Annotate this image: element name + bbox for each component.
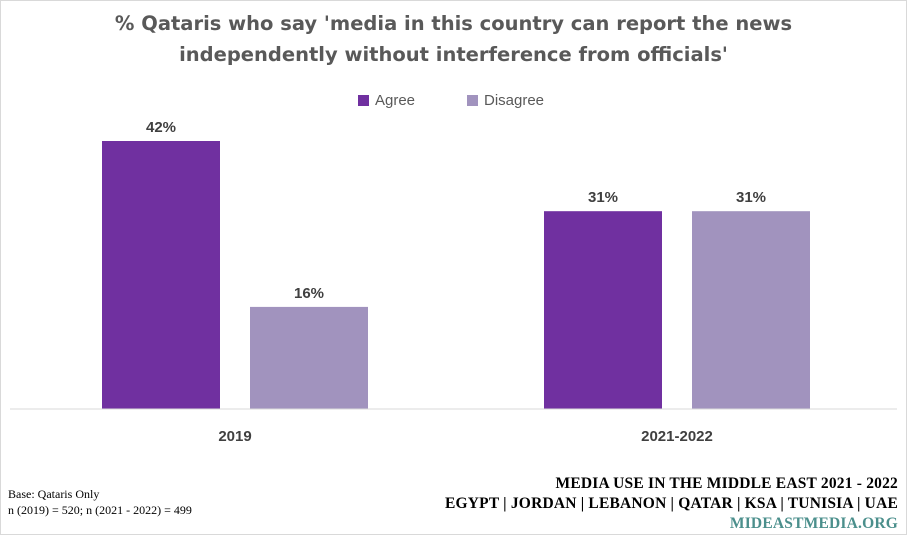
base-footnote-line-2: n (2019) = 520; n (2021 - 2022) = 499 [8, 503, 192, 517]
legend-item-agree: Agree [358, 92, 415, 109]
chart-title-line-1: % Qataris who say 'media in this country… [114, 12, 793, 35]
chart-legend: Agree Disagree [0, 92, 907, 112]
branding-url: MIDEASTMEDIA.ORG [729, 515, 898, 532]
branding-block: MEDIA USE IN THE MIDDLE EAST 2021 - 2022… [445, 474, 898, 534]
data-label-disagree-2021-2022: 31% [736, 189, 766, 206]
bar-disagree-2019 [250, 306, 368, 409]
x-tick-label-2021-2022: 2021-2022 [641, 428, 713, 445]
chart-title-line-2: independently without interference from … [179, 43, 728, 66]
bar-agree-2019 [102, 141, 220, 409]
bar-disagree-2021-2022 [692, 211, 810, 409]
chart-title: % Qataris who say 'media in this country… [0, 8, 907, 70]
data-label-agree-2019: 42% [146, 119, 176, 136]
branding-line-1: MEDIA USE IN THE MIDDLE EAST 2021 - 2022 [555, 475, 898, 492]
data-label-agree-2021-2022: 31% [588, 189, 618, 206]
legend-swatch-agree [358, 95, 369, 106]
legend-item-disagree: Disagree [467, 92, 544, 109]
base-footnote: Base: Qataris Only n (2019) = 520; n (20… [8, 486, 192, 518]
legend-label-agree: Agree [375, 92, 416, 109]
bar-agree-2021-2022 [544, 211, 662, 409]
data-label-disagree-2019: 16% [294, 285, 324, 302]
legend-swatch-disagree [467, 95, 478, 106]
branding-line-2: EGYPT | JORDAN | LEBANON | QATAR | KSA |… [444, 495, 898, 512]
base-footnote-line-1: Base: Qataris Only [8, 487, 100, 501]
x-tick-label-2019: 2019 [218, 428, 251, 445]
legend-label-disagree: Disagree [484, 92, 545, 109]
